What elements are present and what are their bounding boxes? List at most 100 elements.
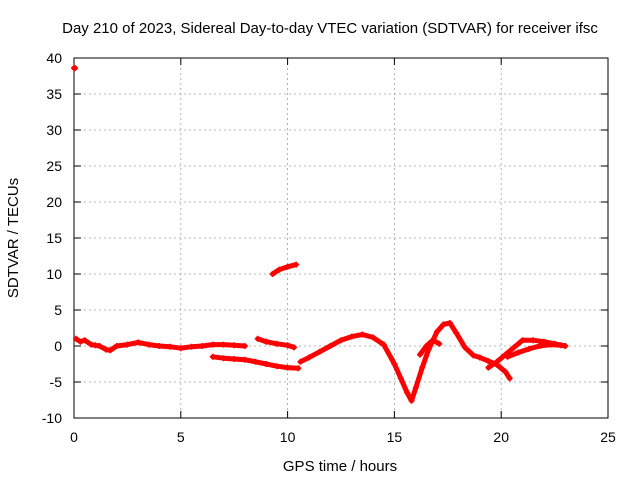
y-tick-label: 35 bbox=[46, 86, 62, 102]
data-point bbox=[284, 263, 291, 270]
data-point bbox=[440, 321, 447, 328]
series-segment bbox=[297, 320, 513, 404]
data-point bbox=[269, 271, 276, 277]
data-point bbox=[506, 375, 513, 382]
data-point bbox=[547, 341, 554, 348]
data-point bbox=[135, 339, 142, 346]
x-tick-label: 15 bbox=[387, 429, 403, 445]
series-sdtvar bbox=[71, 65, 569, 404]
x-tick-label: 10 bbox=[280, 429, 296, 445]
data-point bbox=[81, 337, 88, 344]
data-point bbox=[359, 331, 366, 338]
data-point bbox=[397, 375, 404, 382]
data-point bbox=[188, 343, 195, 350]
data-point bbox=[276, 266, 283, 273]
data-point bbox=[408, 397, 415, 404]
data-point bbox=[316, 348, 323, 355]
data-point bbox=[167, 343, 174, 350]
data-point bbox=[327, 343, 334, 349]
data-point bbox=[209, 353, 216, 360]
data-point bbox=[284, 364, 291, 371]
data-point bbox=[293, 261, 300, 268]
data-point bbox=[519, 337, 526, 344]
y-tick-label: 30 bbox=[46, 122, 62, 138]
data-point bbox=[526, 345, 532, 352]
y-tick-label: 40 bbox=[46, 50, 62, 66]
data-point bbox=[530, 337, 537, 344]
x-tick-label: 25 bbox=[600, 429, 616, 445]
data-point bbox=[338, 337, 344, 344]
data-point bbox=[423, 343, 430, 349]
data-point bbox=[263, 338, 270, 345]
data-point bbox=[241, 343, 248, 349]
data-point bbox=[113, 343, 120, 349]
data-point bbox=[295, 365, 302, 372]
data-point bbox=[145, 341, 152, 348]
axis-ticks: 0 5 10 15 20 25 -10 -5 0 5 10 15 20 25 30 35 40 bbox=[42, 50, 616, 445]
data-point bbox=[231, 342, 238, 349]
series-segment bbox=[73, 336, 248, 353]
data-point bbox=[461, 344, 468, 351]
data-point bbox=[220, 355, 227, 362]
data-point bbox=[511, 344, 517, 351]
data-point bbox=[124, 341, 131, 348]
y-axis-label: SDTVAR / TECUs bbox=[5, 178, 22, 298]
data-point bbox=[273, 340, 280, 347]
data-point bbox=[73, 335, 80, 342]
data-point bbox=[536, 343, 543, 349]
data-point bbox=[485, 364, 492, 371]
data-point bbox=[306, 354, 312, 361]
x-tick-label: 5 bbox=[177, 429, 185, 445]
grid-lines bbox=[74, 58, 608, 418]
series-segment bbox=[417, 337, 442, 358]
y-tick-label: 5 bbox=[54, 302, 62, 318]
data-point bbox=[96, 343, 103, 349]
data-point bbox=[436, 340, 443, 347]
data-point bbox=[252, 358, 259, 365]
data-point bbox=[502, 368, 509, 375]
data-point bbox=[504, 353, 511, 360]
data-point bbox=[220, 341, 227, 348]
y-tick-label: 0 bbox=[54, 338, 62, 354]
data-point bbox=[412, 384, 419, 391]
data-point bbox=[493, 358, 500, 365]
data-point bbox=[209, 341, 216, 348]
y-tick-label: 15 bbox=[46, 230, 62, 246]
data-point bbox=[107, 347, 114, 354]
data-point bbox=[485, 358, 492, 365]
data-point bbox=[370, 334, 376, 341]
data-point bbox=[476, 354, 483, 361]
y-tick-label: 10 bbox=[46, 266, 62, 282]
y-tick-label: 20 bbox=[46, 194, 62, 210]
data-layer bbox=[71, 65, 569, 404]
x-tick-label: 0 bbox=[70, 429, 78, 445]
y-tick-label: -5 bbox=[50, 374, 63, 390]
data-point bbox=[446, 320, 453, 326]
data-point bbox=[241, 356, 248, 363]
data-point bbox=[558, 342, 564, 349]
data-point bbox=[199, 343, 206, 349]
data-point bbox=[177, 345, 184, 352]
data-point bbox=[470, 352, 477, 359]
data-point bbox=[391, 361, 398, 367]
chart-title: Day 210 of 2023, Sidereal Day-to-day VTE… bbox=[62, 20, 598, 37]
data-point bbox=[348, 333, 355, 340]
data-point bbox=[453, 330, 460, 336]
data-point bbox=[231, 356, 238, 362]
y-tick-label: 25 bbox=[46, 158, 62, 174]
x-axis-label: GPS time / hours bbox=[283, 458, 397, 475]
data-point bbox=[72, 65, 79, 72]
data-point bbox=[263, 361, 270, 367]
data-point bbox=[284, 342, 291, 349]
data-point bbox=[419, 364, 426, 371]
data-point bbox=[417, 351, 423, 358]
y-tick-label: -10 bbox=[42, 410, 62, 426]
data-point bbox=[380, 341, 387, 348]
data-point bbox=[291, 344, 297, 351]
data-point bbox=[404, 389, 411, 396]
data-point bbox=[434, 328, 441, 335]
data-point bbox=[77, 338, 84, 345]
data-point bbox=[297, 358, 304, 365]
data-point bbox=[156, 343, 163, 349]
